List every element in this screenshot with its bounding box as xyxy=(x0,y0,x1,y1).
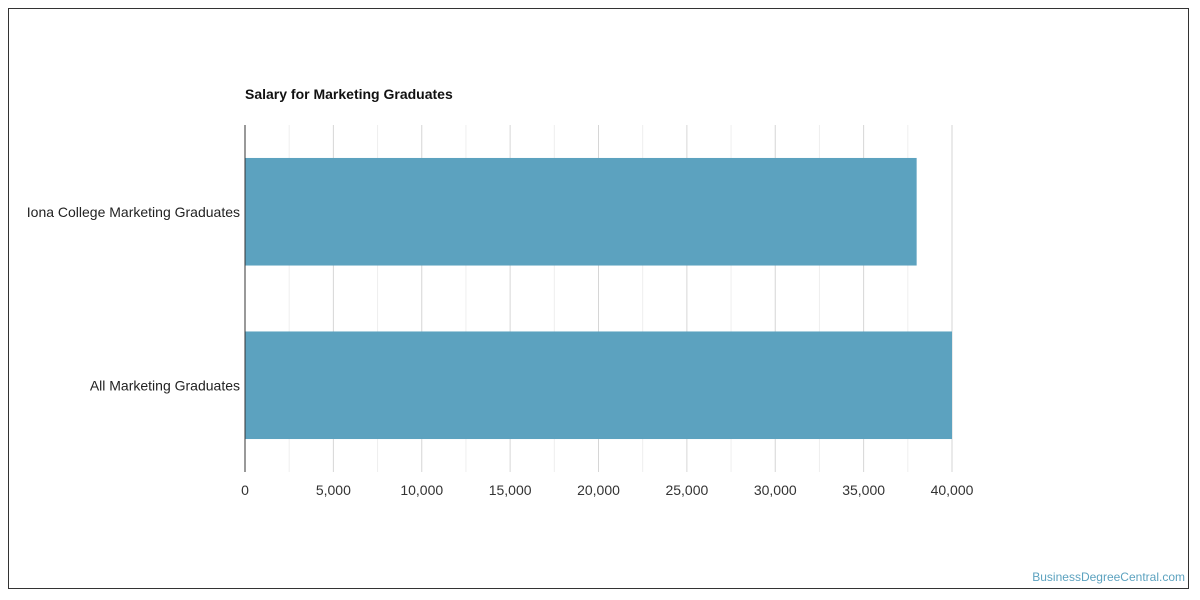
x-tick-label: 35,000 xyxy=(842,482,885,498)
category-label: All Marketing Graduates xyxy=(90,377,240,393)
category-label: Iona College Marketing Graduates xyxy=(27,204,240,220)
watermark: BusinessDegreeCentral.com xyxy=(1032,570,1185,584)
x-tick-label: 30,000 xyxy=(754,482,797,498)
x-tick-label: 40,000 xyxy=(931,482,974,498)
x-tick-label: 15,000 xyxy=(489,482,532,498)
x-tick-label: 10,000 xyxy=(400,482,443,498)
x-tick-label: 0 xyxy=(241,482,249,498)
bar xyxy=(245,331,952,440)
chart-title: Salary for Marketing Graduates xyxy=(245,86,453,102)
x-tick-label: 20,000 xyxy=(577,482,620,498)
x-tick-label: 5,000 xyxy=(316,482,351,498)
bar xyxy=(245,157,917,266)
x-tick-label: 25,000 xyxy=(665,482,708,498)
